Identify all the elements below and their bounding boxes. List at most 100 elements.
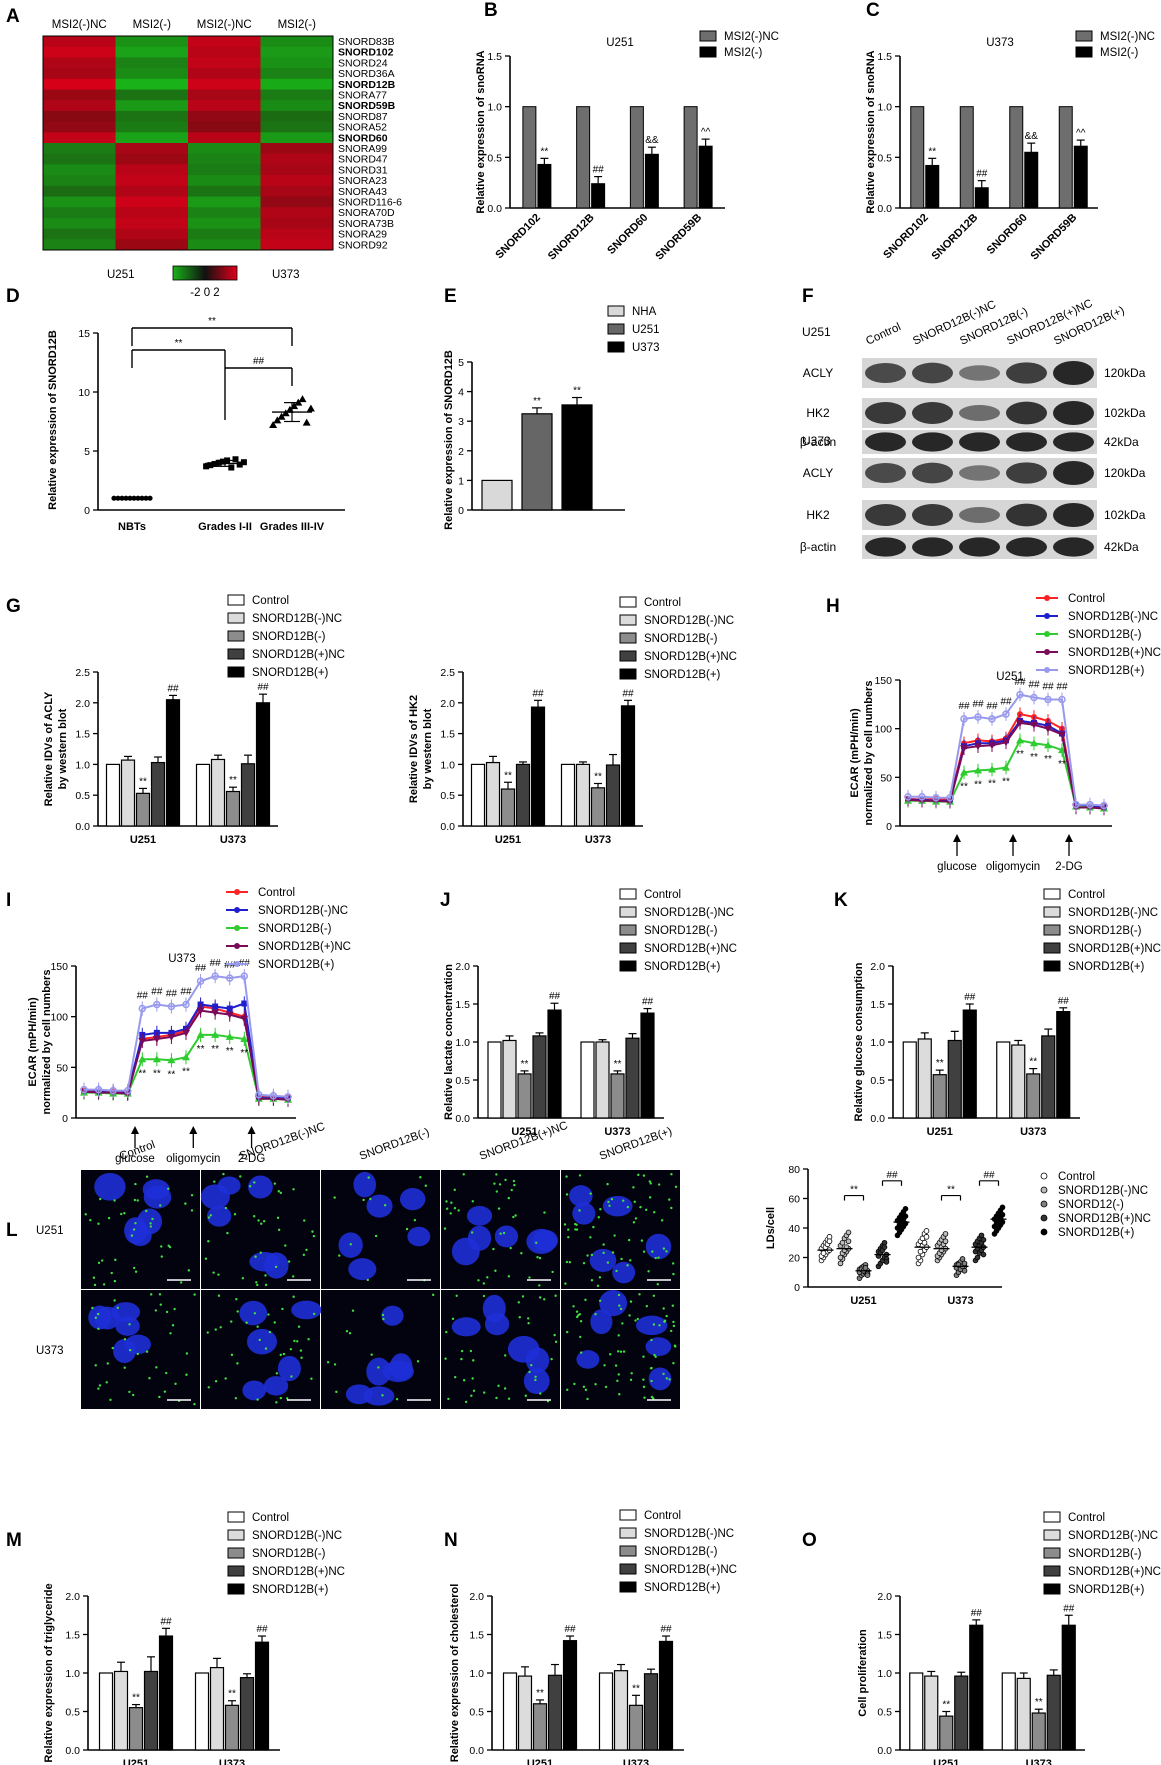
lipid-droplet xyxy=(626,1205,630,1209)
lipid-droplet xyxy=(276,1216,280,1220)
lipid-droplet xyxy=(311,1230,314,1233)
lipid-droplet xyxy=(106,1362,110,1365)
lipid-droplet xyxy=(483,1391,486,1394)
heatmap-cell xyxy=(188,143,261,155)
data-point xyxy=(978,1232,985,1239)
legend-entry: MSI2(-)NC xyxy=(724,31,779,43)
y-tick-label: 0.5 xyxy=(75,790,90,802)
heatmap-column-label: MSI2(-)NC xyxy=(52,19,107,31)
lipid-droplet xyxy=(653,1353,656,1357)
lipid-droplet xyxy=(158,1395,161,1399)
nucleus xyxy=(407,1226,431,1247)
data-point xyxy=(225,1011,234,1019)
significance-label: ** xyxy=(132,1693,140,1704)
data-point xyxy=(196,1030,205,1038)
x-tick-label: SNORD12B xyxy=(930,212,981,263)
y-axis-label-line: by western blot xyxy=(422,708,434,789)
lipid-droplet xyxy=(111,1346,114,1350)
lipid-droplet xyxy=(273,1321,276,1324)
lipid-droplet xyxy=(413,1218,417,1222)
lipid-droplet xyxy=(662,1247,666,1250)
data-point xyxy=(902,1206,909,1212)
lipid-droplet xyxy=(187,1269,191,1272)
lipid-droplet xyxy=(366,1278,370,1282)
lipid-droplet xyxy=(644,1208,648,1212)
lipid-droplet xyxy=(578,1174,582,1177)
lipid-droplet xyxy=(648,1180,651,1183)
nucleus xyxy=(590,1309,613,1335)
blot-band xyxy=(959,506,1000,524)
heatmap-cell xyxy=(188,78,261,90)
lipid-droplet xyxy=(245,1321,248,1324)
x-tick-label: Grades I-II xyxy=(198,521,252,533)
lipid-droplet xyxy=(273,1182,277,1185)
image-row-label: U251 xyxy=(36,1225,64,1237)
lipid-droplet xyxy=(603,1364,606,1367)
legend-entry: SNORD12B(+)NC xyxy=(1068,647,1161,659)
lipid-droplet xyxy=(617,1373,620,1376)
data-point xyxy=(211,972,219,980)
legend-entry: SNORD12B(-)NC xyxy=(644,907,734,919)
significance-label: ** xyxy=(182,1066,190,1077)
data-point xyxy=(1002,739,1010,747)
lipid-droplet xyxy=(281,1307,284,1311)
bar xyxy=(924,1675,939,1751)
legend-entry: SNORD12B(+) xyxy=(1058,1227,1135,1239)
data-point xyxy=(961,1260,968,1267)
bar xyxy=(165,699,181,827)
lipid-droplet xyxy=(568,1260,572,1264)
data-point xyxy=(182,1053,190,1061)
lipid-droplet xyxy=(193,1402,196,1406)
legend-entry: SNORD12B(-) xyxy=(1068,629,1142,641)
heatmap-cell xyxy=(115,239,189,251)
legend-entry: SNORD12B(+)NC xyxy=(644,1564,737,1576)
y-axis-label: Cell proliferation xyxy=(857,1629,869,1717)
lipid-droplet xyxy=(584,1298,587,1302)
legend-swatch xyxy=(227,666,245,678)
data-point xyxy=(240,1034,249,1042)
lipid-droplet xyxy=(649,1182,652,1185)
chart-title: U251 xyxy=(606,37,634,49)
lipid-droplet xyxy=(670,1206,673,1210)
lipid-droplet xyxy=(566,1388,569,1391)
data-point xyxy=(915,1254,922,1261)
lipid-droplet xyxy=(594,1313,597,1316)
lipid-droplet xyxy=(565,1193,569,1196)
y-axis-label: Relative IDVs of HK2 by western blot xyxy=(408,695,434,803)
lipid-droplet xyxy=(158,1293,162,1296)
significance-label: ## xyxy=(972,699,984,710)
heatmap-cell xyxy=(260,78,334,90)
y-tick-label: 4 xyxy=(458,387,464,399)
lipid-droplet xyxy=(97,1327,100,1330)
nucleus xyxy=(645,1233,672,1260)
lipid-droplet xyxy=(493,1182,496,1185)
x-tick-label: U251 xyxy=(130,834,156,846)
blot-band xyxy=(1006,537,1047,557)
lipid-droplet xyxy=(206,1331,209,1334)
y-tick-label: 80 xyxy=(788,1164,800,1176)
heatmap-cell xyxy=(43,57,116,69)
lipid-droplet xyxy=(599,1208,602,1211)
heatmap-cell xyxy=(43,196,116,208)
panel-label: F xyxy=(802,286,814,307)
lipid-droplet xyxy=(638,1293,641,1296)
lipid-droplet xyxy=(642,1250,646,1253)
lipid-droplet xyxy=(634,1319,637,1322)
panel-label: M xyxy=(6,1530,22,1551)
significance-label: ## xyxy=(1056,682,1068,693)
significance-label: ** xyxy=(960,781,968,792)
data-point xyxy=(138,1055,147,1063)
data-point xyxy=(167,1033,176,1041)
heatmap-cell xyxy=(188,196,261,208)
lipid-droplet xyxy=(665,1314,668,1318)
y-axis-label: Relative expression of cholesterol xyxy=(449,1584,461,1763)
y-tick-label: 1.5 xyxy=(75,729,90,741)
legend-swatch xyxy=(619,906,637,918)
panel-label: B xyxy=(484,0,498,21)
significance-label: ** xyxy=(138,1068,146,1079)
heatmap-cell xyxy=(115,185,189,197)
injection-label: oligomycin xyxy=(986,861,1040,873)
significance-label: ## xyxy=(660,1624,672,1635)
heatmap-cell xyxy=(43,239,116,251)
data-point xyxy=(219,458,226,465)
